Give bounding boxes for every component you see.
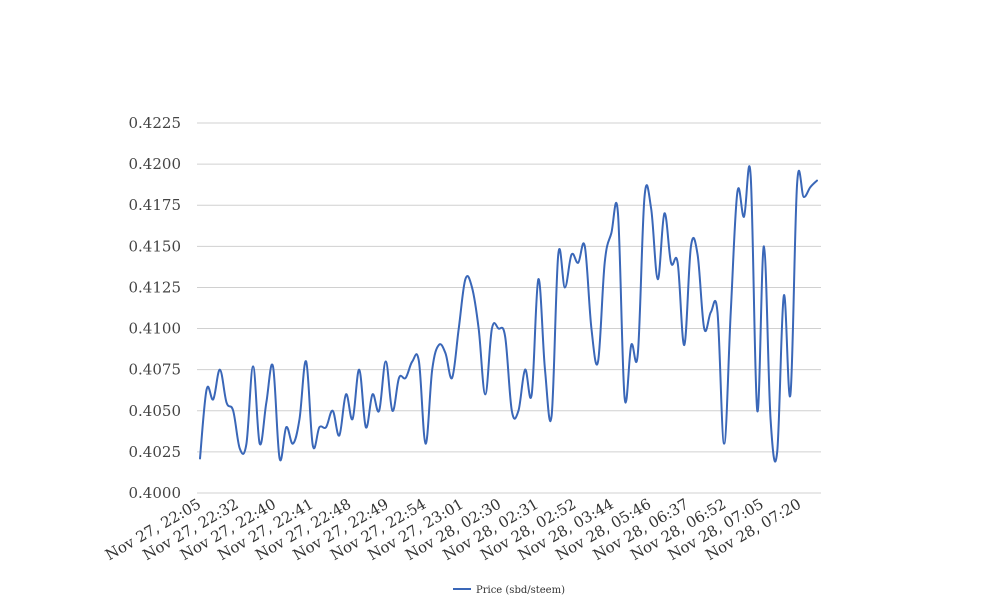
series-layer xyxy=(199,165,818,463)
y-tick-label: 0.4050 xyxy=(129,402,182,420)
y-tick-label: 0.4100 xyxy=(129,320,182,338)
legend[interactable]: Price (sbd/steem) xyxy=(453,585,565,596)
y-tick-label: 0.4200 xyxy=(129,155,182,173)
y-tick-label: 0.4150 xyxy=(129,237,182,255)
y-tick-label: 0.4175 xyxy=(129,196,182,214)
y-tick-label: 0.4075 xyxy=(129,361,182,379)
y-axis-tick-labels: 0.4000 0.4025 0.4050 0.4075 0.4100 0.4125 0.41… xyxy=(129,114,182,502)
legend-label: Price (sbd/steem) xyxy=(476,585,565,596)
series-line-price xyxy=(199,165,818,463)
y-tick-label: 0.4125 xyxy=(129,278,182,296)
y-tick-label: 0.4225 xyxy=(129,114,182,132)
y-tick-label: 0.4025 xyxy=(129,443,182,461)
y-tick-label: 0.4000 xyxy=(129,484,182,502)
